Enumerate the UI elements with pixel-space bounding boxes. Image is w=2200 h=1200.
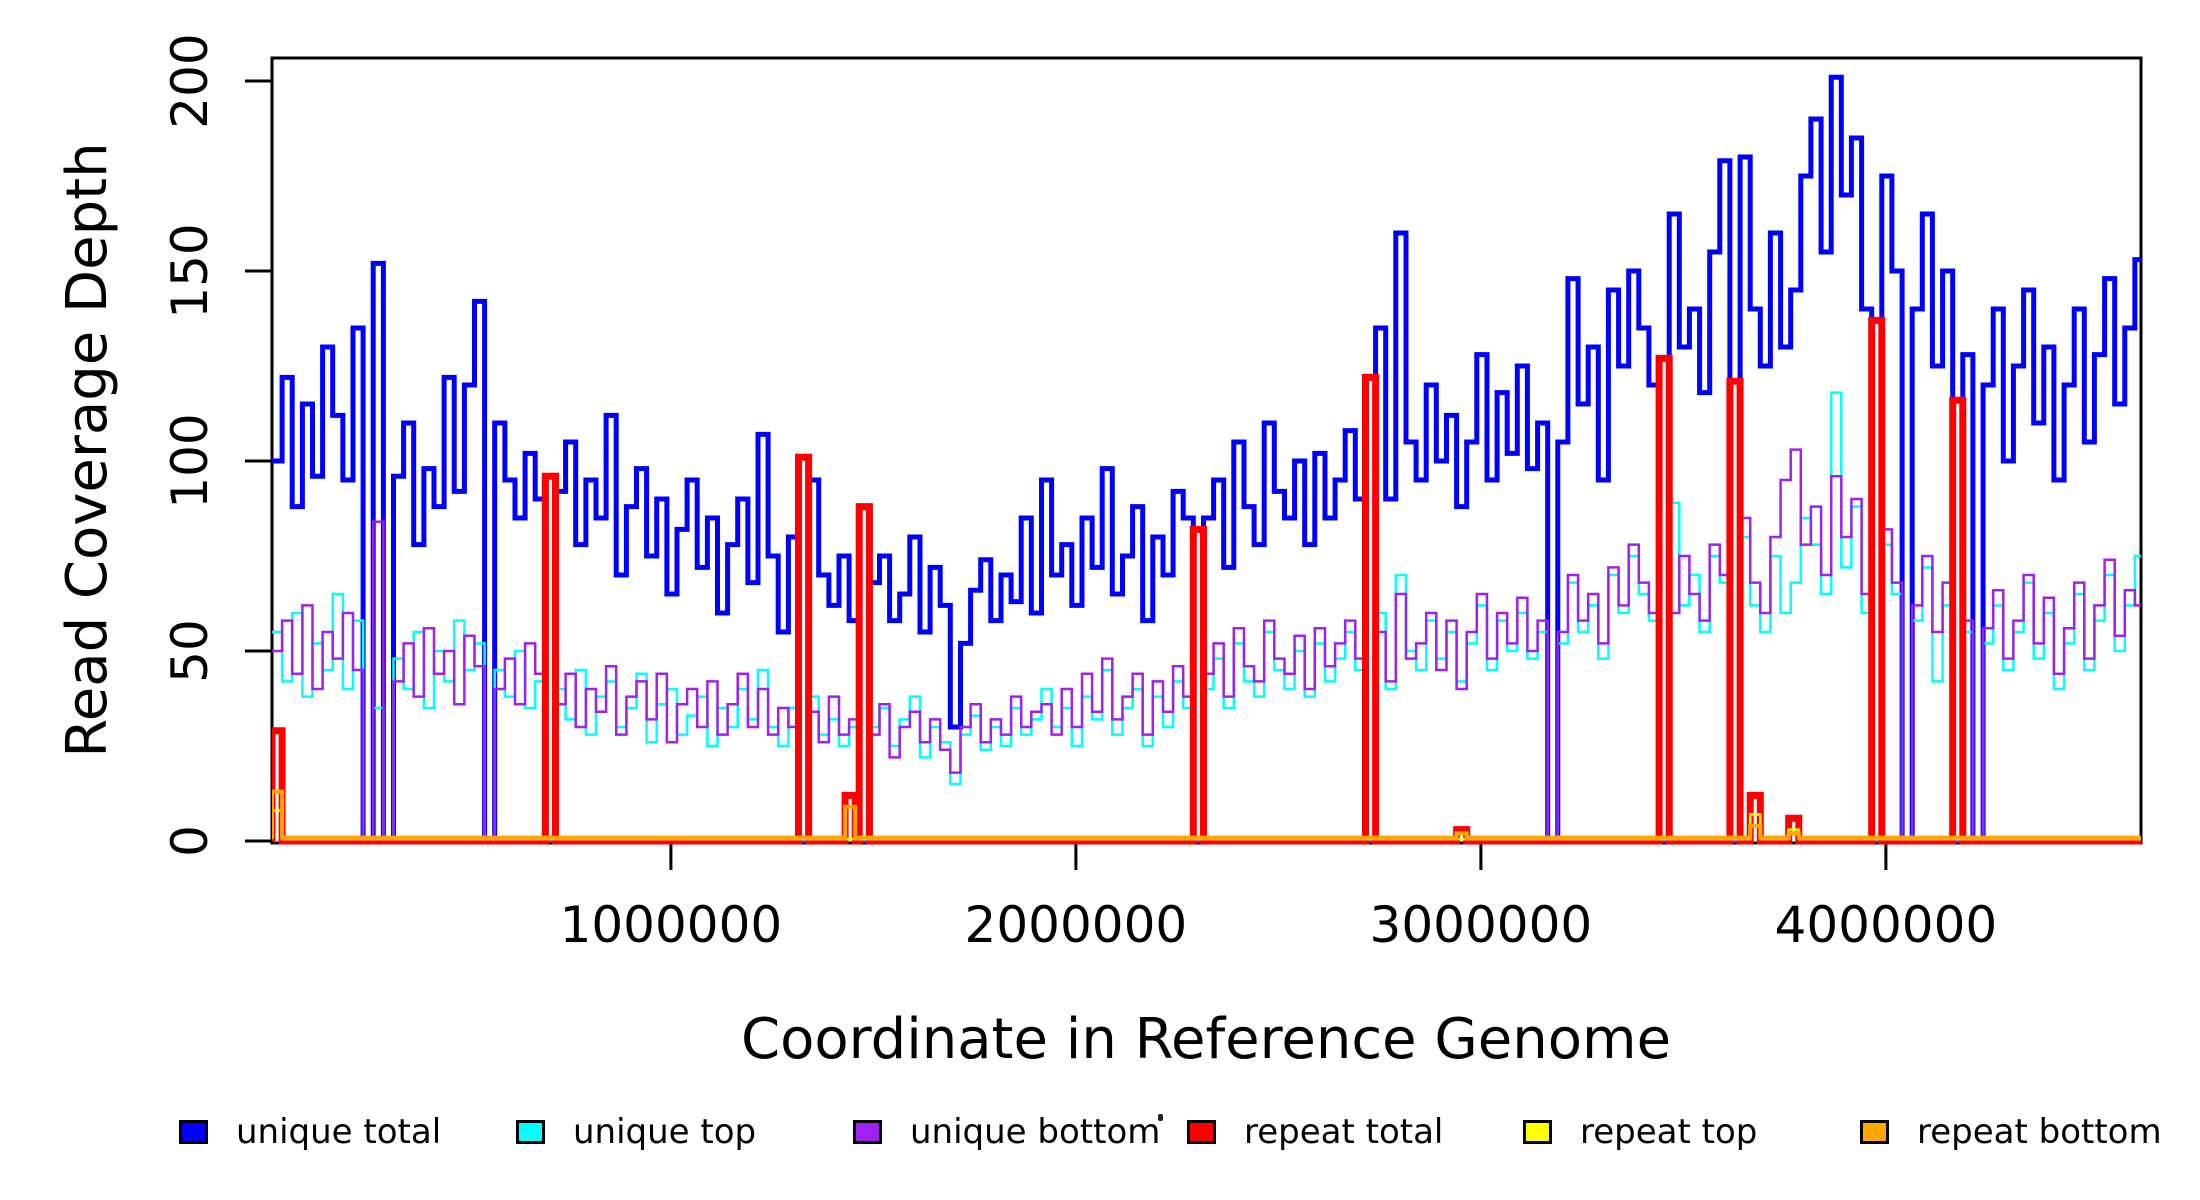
legend-label-unique-total: unique total <box>236 1112 442 1152</box>
series-line-repeat-bottom <box>272 789 2141 840</box>
x-tick-label: 2000000 <box>964 896 1188 954</box>
legend-swatch-repeat-bottom <box>1860 1120 1889 1144</box>
legend-swatch-unique-bottom <box>853 1120 882 1144</box>
y-tick-label: 50 <box>161 619 219 683</box>
legend-item-repeat-total: repeat total <box>1187 1109 1443 1155</box>
y-axis-title: Read Coverage Depth <box>55 142 120 758</box>
y-tick-label: 200 <box>161 33 219 129</box>
legend-label-repeat-top: repeat top <box>1580 1112 1758 1152</box>
legend-label-unique-top: unique top <box>573 1112 757 1152</box>
x-tick-label: 3000000 <box>1369 896 1593 954</box>
legend-swatch-unique-total <box>179 1120 208 1144</box>
legend-item-repeat-top: repeat top <box>1523 1109 1757 1155</box>
legend-item-unique-top: unique top <box>516 1109 756 1155</box>
legend-item-unique-total: unique total <box>179 1109 441 1155</box>
y-tick-label: 100 <box>161 413 219 509</box>
legend-label-repeat-bottom: repeat bottom <box>1917 1112 2162 1152</box>
legend-swatch-unique-top <box>516 1120 545 1144</box>
y-tick-label: 150 <box>161 223 219 319</box>
legend-swatch-repeat-total <box>1187 1120 1216 1144</box>
legend-item-repeat-bottom: repeat bottom <box>1860 1109 2162 1155</box>
legend-item-unique-bottom: unique bottom <box>853 1109 1160 1155</box>
x-tick-label: 4000000 <box>1774 896 1998 954</box>
y-tick-label: 0 <box>161 825 219 857</box>
legend-label-repeat-total: repeat total <box>1244 1112 1444 1152</box>
x-axis-title: Coordinate in Reference Genome <box>740 1007 1672 1072</box>
series-line-unique-total <box>272 74 2141 844</box>
legend-label-unique-bottom: unique bottom <box>910 1112 1161 1152</box>
x-tick-label: 1000000 <box>559 896 783 954</box>
series-line-unique-bottom <box>272 448 2141 843</box>
legend-swatch-repeat-top <box>1523 1120 1552 1144</box>
stray-dot-artifact <box>1158 1114 1163 1121</box>
series-group <box>272 74 2141 845</box>
